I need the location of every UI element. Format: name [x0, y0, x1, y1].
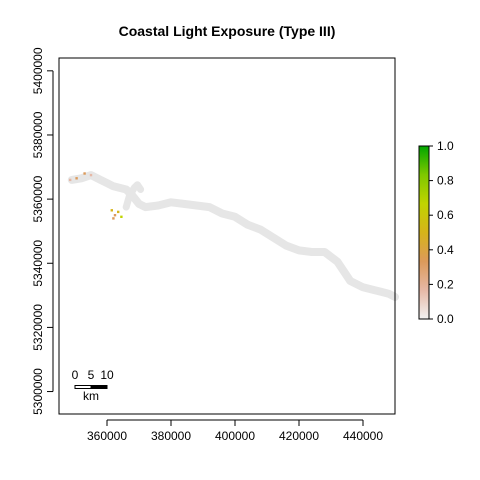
color-legend: 0.0 0.2 0.4 0.6 0.8 1.0 [418, 139, 454, 326]
exposure-cell [112, 217, 115, 220]
exposure-cell [113, 214, 117, 217]
legend-tick-label: 0.0 [437, 312, 454, 326]
legend-tick-label: 1.0 [437, 139, 454, 153]
y-tick-label: 5400000 [31, 47, 45, 94]
scale-bar-label: 0 [72, 368, 79, 382]
scale-bar-label: 5 [88, 368, 95, 382]
scale-bar-label: 10 [100, 368, 114, 382]
exposure-cell [120, 215, 123, 218]
exposure-cell [89, 173, 93, 177]
exposure-cell [83, 172, 86, 175]
y-tick-label: 5380000 [31, 111, 45, 158]
x-tick-label: 420000 [279, 429, 319, 443]
scale-bar-unit: km [83, 389, 99, 403]
x-tick-label: 360000 [87, 429, 127, 443]
y-tick-label: 5320000 [31, 304, 45, 351]
coastline-band [67, 171, 399, 301]
y-tick-label: 5360000 [31, 175, 45, 222]
legend-colorbar [418, 145, 430, 320]
scale-bar-segment [90, 385, 108, 389]
x-tick-label: 440000 [343, 429, 383, 443]
plot-frame [58, 57, 396, 415]
x-tick-label: 400000 [215, 429, 255, 443]
legend-tick-label: 0.4 [437, 243, 454, 257]
exposure-cell [75, 177, 78, 180]
y-tick-label: 5300000 [31, 368, 45, 415]
y-axis: 5300000 5320000 5340000 5360000 5380000 54000… [31, 47, 54, 415]
inlet-band [122, 181, 145, 211]
x-axis: 360000 380000 400000 420000 440000 [87, 419, 383, 443]
y-tick-label: 5340000 [31, 240, 45, 287]
exposure-cell [117, 210, 120, 214]
plot-area [67, 171, 399, 301]
map-title: Coastal Light Exposure (Type III) [119, 23, 336, 39]
legend-tick-label: 0.6 [437, 208, 454, 222]
exposure-cell [110, 209, 113, 212]
legend-tick-label: 0.8 [437, 174, 454, 188]
x-tick-label: 380000 [151, 429, 191, 443]
exposure-cell [69, 178, 72, 182]
legend-tick-label: 0.2 [437, 277, 454, 291]
